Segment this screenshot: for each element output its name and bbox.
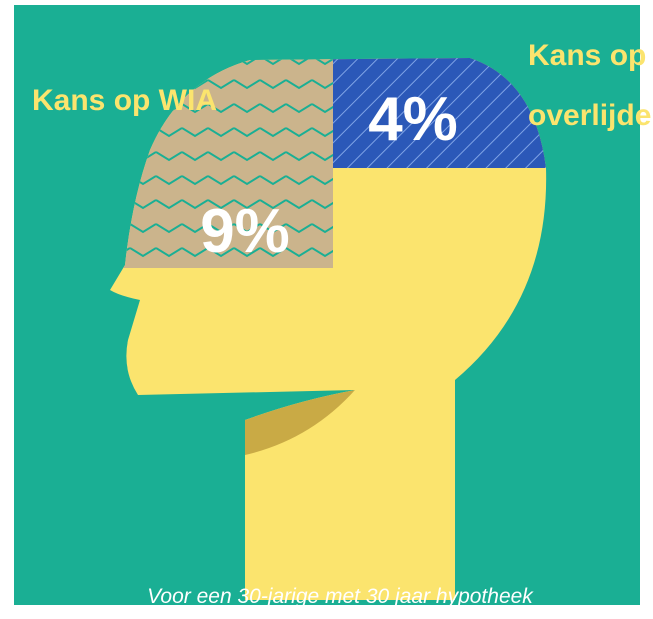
wia-label: Kans op WIA bbox=[32, 84, 217, 117]
wia-value: 9% bbox=[200, 197, 290, 266]
infographic: Kans op WIA Kans op overlijden 9% 4% Voo… bbox=[0, 0, 653, 619]
death-label-2: overlijden bbox=[528, 99, 653, 132]
death-value: 4% bbox=[368, 85, 458, 154]
footnote: Voor een 30-jarige met 30 jaar hypotheek bbox=[147, 585, 534, 608]
death-label-1: Kans op bbox=[528, 39, 646, 72]
